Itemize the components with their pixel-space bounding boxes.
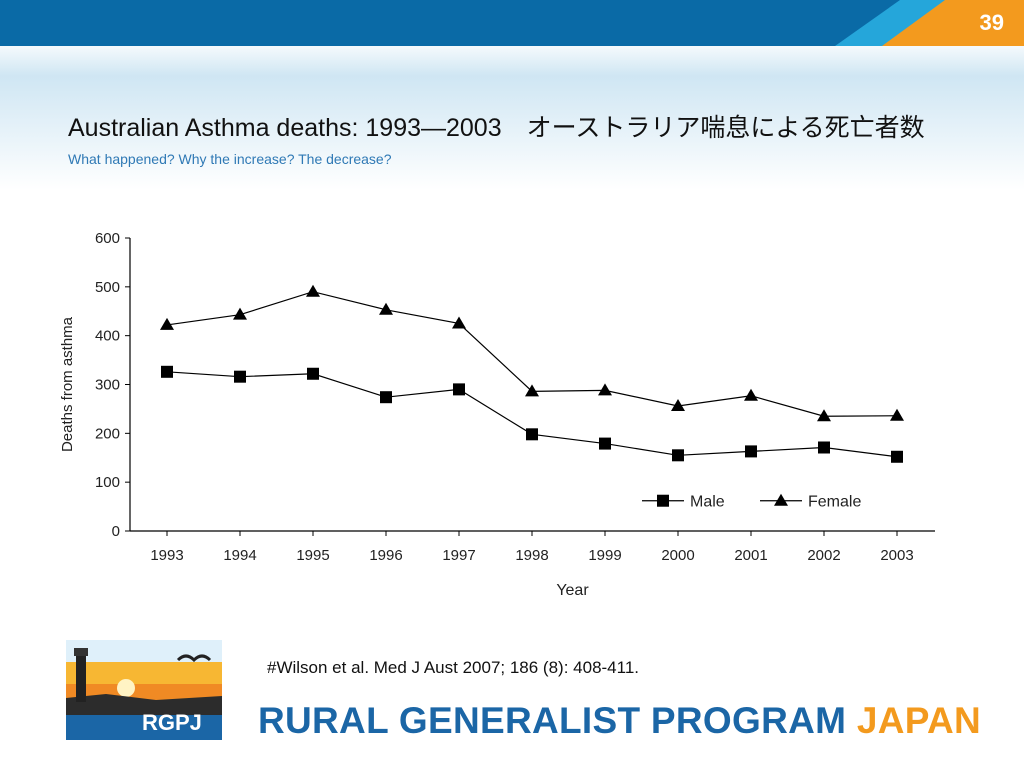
female-data-point (817, 409, 831, 422)
male-data-point (526, 428, 538, 441)
male-data-point (234, 370, 246, 383)
x-tick-label: 1998 (515, 547, 548, 564)
male-legend-label: Male (690, 494, 725, 511)
x-tick-label: 1995 (296, 547, 329, 564)
female-data-point (525, 384, 539, 397)
x-tick-label: 2002 (807, 547, 840, 564)
x-tick-label: 1993 (150, 547, 183, 564)
x-axis-title: Year (556, 582, 589, 599)
slide-title: Australian Asthma deaths: 1993—2003 オースト… (68, 114, 925, 142)
male-data-point (599, 437, 611, 450)
female-data-point (160, 317, 174, 330)
slide-subtitle: What happened? Why the increase? The dec… (68, 151, 392, 167)
female-data-point (671, 398, 685, 411)
x-tick-label: 2001 (734, 547, 767, 564)
female-data-point (379, 302, 393, 315)
male-legend-marker (657, 494, 669, 507)
y-axis-title: Deaths from asthma (59, 316, 76, 452)
chart-series (160, 284, 904, 463)
female-data-point (452, 316, 466, 329)
rgpj-logo (66, 640, 222, 740)
program-name-accent: JAPAN (856, 700, 982, 741)
y-tick-label: 0 (112, 523, 120, 540)
y-tick-label: 200 (95, 425, 120, 442)
male-data-point (672, 449, 684, 462)
male-data-point (891, 450, 903, 463)
female-data-point (890, 408, 904, 421)
female-data-point (598, 383, 612, 396)
female-data-point (233, 307, 247, 320)
x-tick-label: 1999 (588, 547, 621, 564)
female-series-line (166, 291, 898, 417)
female-legend-label: Female (808, 494, 861, 511)
y-tick-label: 500 (95, 279, 120, 296)
y-tick-label: 100 (95, 474, 120, 491)
x-tick-label: 1996 (369, 547, 402, 564)
female-data-point (306, 284, 320, 297)
male-data-point (380, 391, 392, 404)
x-tick-label: 2003 (880, 547, 913, 564)
y-tick-label: 600 (95, 230, 120, 247)
female-legend-marker (774, 493, 788, 506)
male-data-point (745, 445, 757, 458)
slide-number: 39 (979, 10, 1004, 35)
citation: #Wilson et al. Med J Aust 2007; 186 (8):… (267, 658, 640, 677)
male-data-point (161, 365, 173, 378)
asthma-deaths-chart: 0 100 200 300 400 500 600 1993 1994 1995 1996 1997 1… (59, 230, 935, 599)
program-name: RURAL GENERALIST PROGRAM JAPAN (258, 700, 981, 742)
male-data-point (307, 367, 319, 380)
y-tick-label: 300 (95, 377, 120, 394)
female-data-point (744, 388, 758, 401)
x-tick-label: 1994 (223, 547, 256, 564)
x-tick-label: 2000 (661, 547, 694, 564)
male-data-point (453, 383, 465, 396)
x-tick-label: 1997 (442, 547, 475, 564)
logo-text: RGPJ (142, 710, 202, 735)
program-name-main: RURAL GENERALIST PROGRAM (258, 700, 847, 741)
chart-axes: 0 100 200 300 400 500 600 1993 1994 1995 1996 1997 1… (59, 230, 935, 599)
male-data-point (818, 441, 830, 454)
chart-legend: Male Female (642, 493, 861, 511)
y-tick-label: 400 (95, 328, 120, 345)
